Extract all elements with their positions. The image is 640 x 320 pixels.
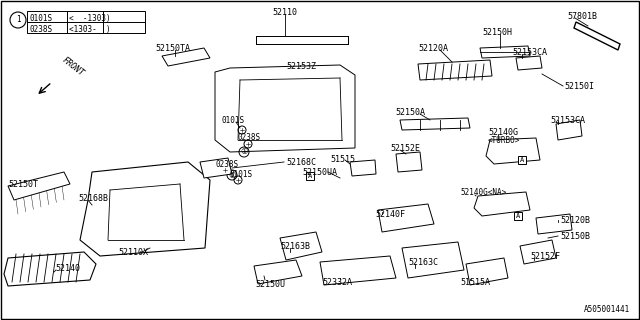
Polygon shape	[8, 172, 70, 200]
Bar	[514, 212, 522, 220]
Text: 52332A: 52332A	[322, 278, 352, 287]
Polygon shape	[516, 56, 542, 70]
Text: 52152F: 52152F	[530, 252, 560, 261]
Polygon shape	[396, 152, 422, 172]
Text: 52153CA: 52153CA	[550, 116, 585, 125]
Text: 1: 1	[16, 15, 20, 25]
Polygon shape	[536, 214, 572, 234]
Text: 52120A: 52120A	[418, 44, 448, 53]
Text: 52140G<NA>: 52140G<NA>	[460, 188, 506, 197]
Text: 0238S: 0238S	[215, 160, 238, 169]
Text: 0101S: 0101S	[29, 14, 52, 23]
Polygon shape	[574, 22, 620, 50]
Text: 0238S: 0238S	[29, 25, 52, 34]
Text: 52163B: 52163B	[280, 242, 310, 251]
Text: 52110X: 52110X	[118, 248, 148, 257]
Text: A: A	[516, 213, 520, 219]
Bar	[27, 11, 145, 33]
Text: 52150T: 52150T	[8, 180, 38, 189]
Polygon shape	[466, 258, 508, 285]
Bar	[518, 156, 526, 164]
Text: 52140G: 52140G	[488, 128, 518, 137]
Text: 51515: 51515	[330, 155, 355, 164]
Polygon shape	[520, 240, 556, 264]
Text: 52168B: 52168B	[78, 194, 108, 203]
Polygon shape	[280, 232, 322, 260]
Polygon shape	[486, 138, 540, 164]
Polygon shape	[162, 48, 210, 66]
Text: A: A	[520, 157, 524, 163]
Text: 52150H: 52150H	[482, 28, 512, 37]
Polygon shape	[378, 204, 434, 232]
Text: 52140F: 52140F	[375, 210, 405, 219]
Polygon shape	[400, 118, 470, 130]
Text: 52110: 52110	[273, 8, 298, 17]
Text: <  -1303): < -1303)	[69, 14, 111, 23]
Text: A505001441: A505001441	[584, 305, 630, 314]
Bar	[306, 172, 314, 180]
Text: 52153CA: 52153CA	[512, 48, 547, 57]
Text: 52140: 52140	[55, 264, 80, 273]
Text: 52150B: 52150B	[560, 232, 590, 241]
Text: FRONT: FRONT	[60, 55, 85, 78]
Polygon shape	[474, 192, 530, 216]
Text: 0101S: 0101S	[222, 116, 245, 125]
Text: 52150TA: 52150TA	[155, 44, 190, 53]
Text: 52153Z: 52153Z	[286, 62, 316, 71]
Polygon shape	[254, 260, 302, 284]
Text: <TURBO>: <TURBO>	[488, 136, 520, 145]
Text: 52120B: 52120B	[560, 216, 590, 225]
Polygon shape	[4, 252, 96, 286]
Text: 52150A: 52150A	[395, 108, 425, 117]
Polygon shape	[480, 46, 530, 58]
Polygon shape	[418, 60, 492, 80]
Text: 52168C: 52168C	[286, 158, 316, 167]
Polygon shape	[402, 242, 464, 278]
Polygon shape	[200, 158, 232, 178]
Text: 52150UA: 52150UA	[302, 168, 337, 177]
Polygon shape	[320, 256, 396, 285]
Text: 52150I: 52150I	[564, 82, 594, 91]
Text: <1303-  ): <1303- )	[69, 25, 111, 34]
Text: 0238S: 0238S	[238, 133, 261, 142]
Text: 57801B: 57801B	[567, 12, 597, 21]
Polygon shape	[350, 160, 376, 176]
Text: 52152E: 52152E	[390, 144, 420, 153]
Text: ①: ①	[240, 148, 248, 156]
Polygon shape	[80, 162, 210, 256]
Text: A: A	[308, 173, 312, 179]
Polygon shape	[215, 65, 355, 152]
Polygon shape	[556, 120, 582, 140]
Text: ①: ①	[228, 171, 236, 180]
Text: 0101S: 0101S	[230, 170, 253, 179]
Text: 52150U: 52150U	[255, 280, 285, 289]
Text: 52163C: 52163C	[408, 258, 438, 267]
Polygon shape	[256, 36, 348, 44]
Text: 51515A: 51515A	[460, 278, 490, 287]
